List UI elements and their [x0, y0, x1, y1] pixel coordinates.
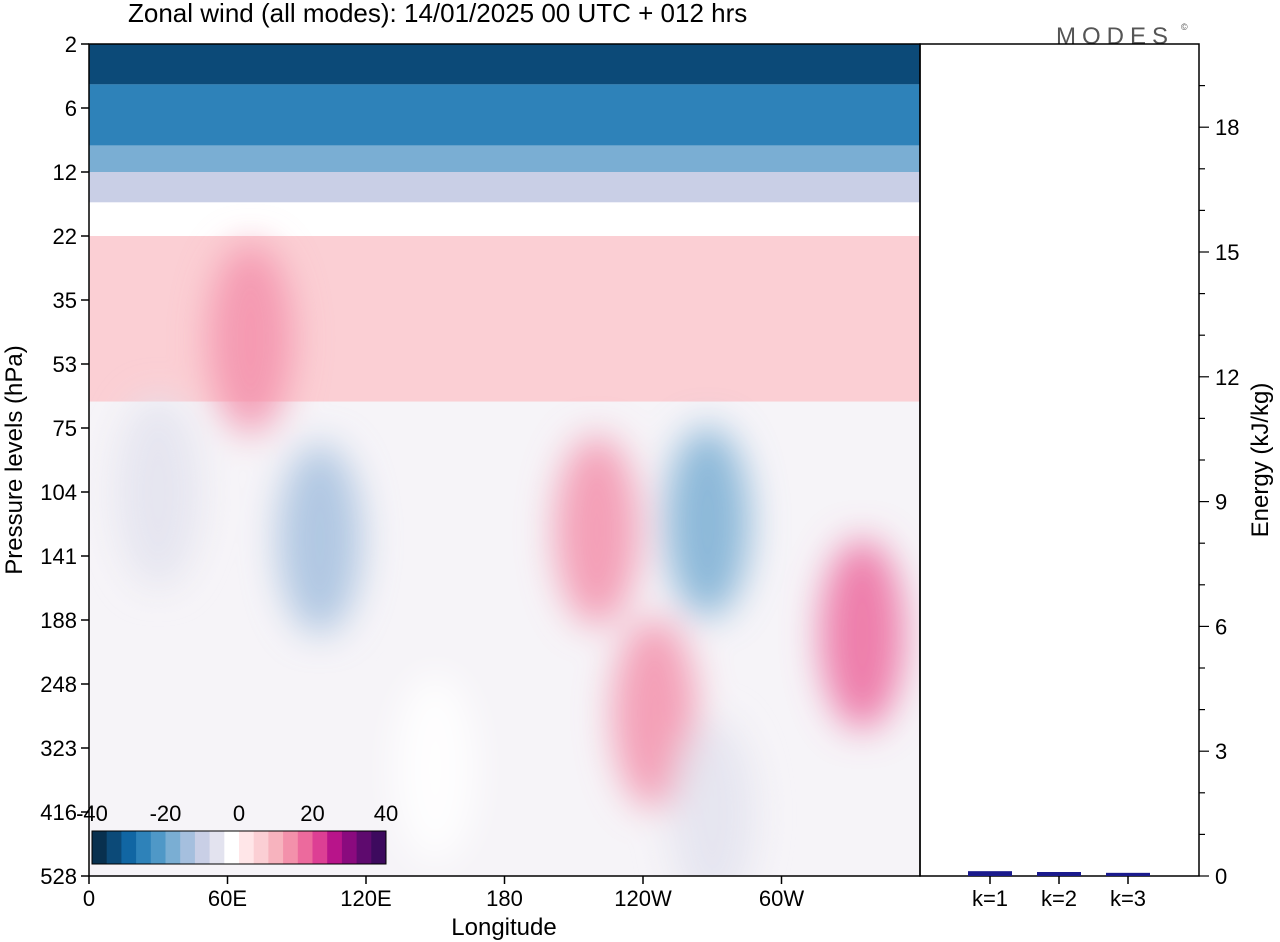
- colorbar-swatch: [180, 831, 196, 864]
- colorbar-swatch: [106, 831, 122, 864]
- pressure-tick-label: 75: [53, 416, 77, 441]
- colorbar-swatch: [312, 831, 328, 864]
- y-axis-label: Pressure levels (hPa): [1, 345, 28, 574]
- wind-anomaly: [208, 243, 293, 434]
- energy-bars: k=1 k=2 k=3: [968, 871, 1150, 911]
- energy-axis-label: Energy (kJ/kg): [1247, 383, 1274, 538]
- colorbar-label: 20: [300, 801, 324, 826]
- colorbar-swatch: [194, 831, 211, 864]
- wind-band: [89, 44, 920, 85]
- energy-tick-label: 6: [1215, 614, 1227, 639]
- energy-axis: 0 3 6 9 12 15 18: [1199, 84, 1239, 889]
- wind-band: [89, 236, 920, 300]
- wind-anomaly: [393, 673, 478, 864]
- pressure-tick-label: 6: [65, 96, 77, 121]
- energy-tick-label: 15: [1215, 240, 1239, 265]
- modes-logo-mark: ©: [1181, 22, 1188, 32]
- colorbar-swatch: [92, 831, 108, 864]
- colorbar-swatch: [268, 831, 284, 864]
- colorbar-swatch: [327, 831, 343, 864]
- longitude-tick-label: 120E: [340, 886, 391, 911]
- colorbar-swatch: [371, 831, 387, 864]
- wavenumber-label: k=3: [1110, 886, 1146, 911]
- wavenumber-label: k=2: [1041, 886, 1077, 911]
- colorbar-swatch: [356, 831, 372, 864]
- wind-anomaly: [277, 443, 362, 634]
- wind-anomaly: [612, 618, 697, 809]
- energy-bar: [1037, 872, 1081, 876]
- wind-band: [89, 84, 920, 146]
- longitude-tick-label: 60W: [759, 886, 804, 911]
- energy-tick-label: 9: [1215, 490, 1227, 515]
- pressure-tick-label: 104: [40, 480, 77, 505]
- pressure-tick-label: 35: [53, 288, 77, 313]
- colorbar-swatch: [341, 831, 358, 864]
- longitude-tick-label: 0: [83, 886, 95, 911]
- colorbar-label: 0: [233, 801, 245, 826]
- pressure-tick-label: 53: [53, 352, 77, 377]
- wind-field: [89, 44, 920, 876]
- colorbar-label: -20: [150, 801, 182, 826]
- colorbar-swatch: [165, 831, 181, 864]
- wind-band: [89, 172, 920, 203]
- energy-bar: [968, 871, 1012, 876]
- colorbar-swatch: [283, 831, 299, 864]
- colorbar-swatch: [224, 831, 240, 864]
- colorbar-swatch: [239, 831, 255, 864]
- energy-panel-frame: [919, 43, 1200, 877]
- energy-tick-label: 3: [1215, 739, 1227, 764]
- longitude-axis: 0 60E 120E 180 120W 60W: [83, 876, 804, 911]
- colorbar-frame: [91, 830, 387, 865]
- wind-band: [89, 145, 920, 172]
- colorbar-swatch: [136, 831, 152, 864]
- pressure-tick-label: 528: [40, 864, 77, 889]
- wavenumber-label: k=1: [972, 886, 1008, 911]
- pressure-tick-label: 248: [40, 672, 77, 697]
- longitude-tick-label: 120W: [614, 886, 672, 911]
- wind-band: [89, 401, 920, 876]
- pressure-tick-label: 323: [40, 736, 77, 761]
- energy-tick-label: 18: [1215, 115, 1239, 140]
- wind-features: [116, 243, 905, 876]
- pressure-tick-label: 416: [40, 800, 77, 825]
- energy-bar: [1106, 872, 1150, 876]
- energy-tick-label: 0: [1215, 864, 1227, 889]
- colorbar-swatch: [253, 831, 269, 864]
- pressure-tick-label: 12: [53, 160, 77, 185]
- colorbar-swatch: [297, 831, 313, 864]
- wind-anomaly: [116, 397, 201, 587]
- wind-anomaly: [665, 427, 750, 618]
- pressure-axis: 2 6 12 22 35 53 75 104 141 188 248 323 416 528: [40, 32, 89, 889]
- wind-anomaly: [820, 539, 905, 730]
- x-axis-label: Longitude: [451, 914, 556, 941]
- wind-bands: [89, 44, 920, 876]
- modes-logo: MODES: [1056, 23, 1174, 50]
- pressure-tick-label: 188: [40, 608, 77, 633]
- wind-anomaly: [554, 435, 639, 626]
- wind-anomaly: [670, 719, 755, 876]
- wind-band: [89, 202, 920, 236]
- pressure-tick-label: 22: [53, 224, 77, 249]
- longitude-tick-label: 60E: [208, 886, 247, 911]
- energy-tick-label: 12: [1215, 365, 1239, 390]
- colorbar-label: 40: [374, 801, 398, 826]
- colorbar-swatch: [209, 831, 225, 864]
- longitude-tick-label: 180: [486, 886, 523, 911]
- pressure-tick-label: 2: [65, 32, 77, 57]
- chart-title: Zonal wind (all modes): 14/01/2025 00 UT…: [128, 0, 747, 28]
- colorbar: -40 -20 0 20 40: [76, 801, 398, 865]
- colorbar-swatch: [150, 831, 166, 864]
- colorbar-label: -40: [76, 801, 108, 826]
- pressure-tick-label: 141: [40, 544, 77, 569]
- colorbar-swatch: [121, 831, 137, 864]
